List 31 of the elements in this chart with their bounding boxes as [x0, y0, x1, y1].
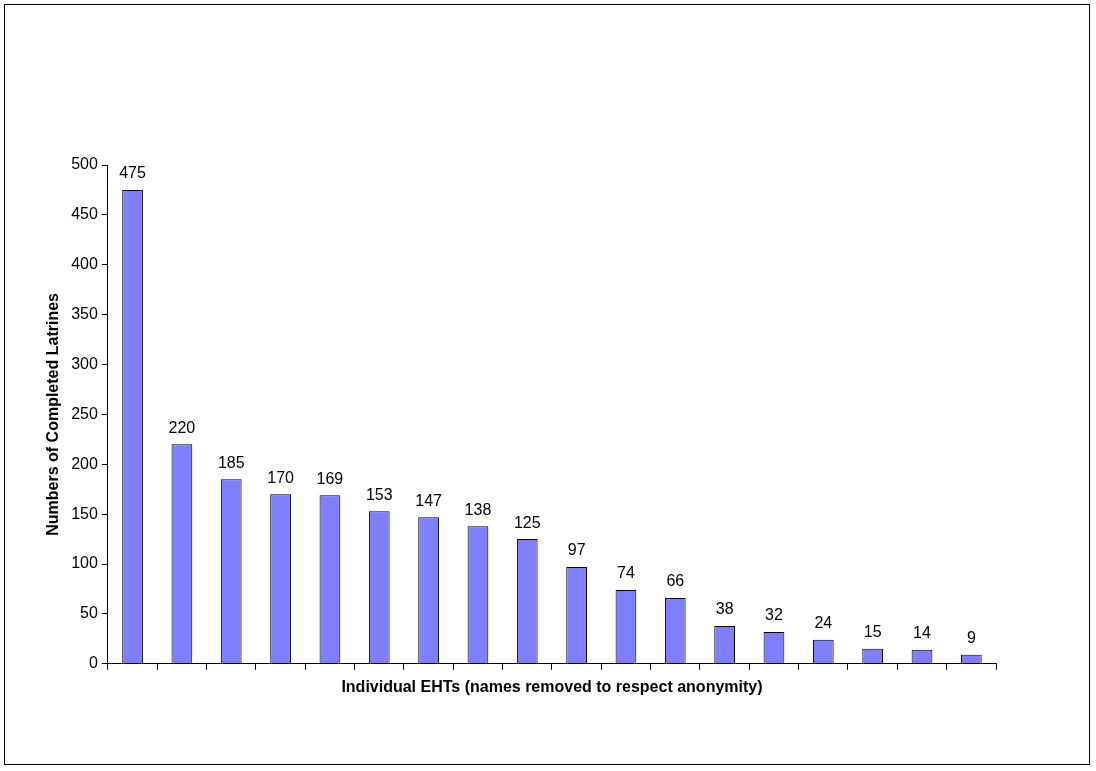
y-tick-label: 350 — [71, 305, 98, 323]
data-label: 14 — [913, 624, 931, 642]
data-label: 97 — [567, 541, 586, 559]
data-label: 147 — [415, 491, 443, 509]
y-tick-label: 50 — [80, 604, 98, 622]
y-tick-label: 0 — [88, 654, 98, 672]
y-axis-title: Numbers of Completed Latrines — [44, 292, 62, 536]
data-label: 38 — [715, 600, 734, 618]
data-label: 170 — [267, 468, 295, 486]
data-label: 24 — [814, 614, 833, 632]
data-label: 153 — [365, 485, 393, 503]
data-label: 15 — [863, 623, 882, 641]
data-label: 185 — [217, 453, 245, 471]
x-axis-title: Individual EHTs (names removed to respect anonymity) — [341, 677, 763, 695]
y-tick-label: 500 — [71, 155, 98, 173]
data-label: 32 — [765, 606, 783, 624]
data-label: 138 — [464, 500, 492, 518]
y-tick-label: 100 — [71, 554, 98, 572]
data-label: 9 — [966, 629, 976, 647]
data-label: 169 — [316, 469, 344, 487]
data-label: 125 — [513, 513, 541, 531]
y-tick-label: 200 — [71, 454, 98, 472]
y-tick-label: 300 — [71, 354, 98, 372]
data-label: 66 — [666, 572, 685, 590]
data-label: 475 — [119, 164, 147, 182]
y-tick-label: 250 — [71, 404, 98, 422]
data-label: 74 — [617, 564, 635, 582]
y-tick-label: 400 — [71, 255, 98, 273]
y-tick-label: 450 — [71, 205, 98, 223]
data-label: 220 — [168, 418, 196, 436]
y-tick-label: 150 — [71, 504, 98, 522]
